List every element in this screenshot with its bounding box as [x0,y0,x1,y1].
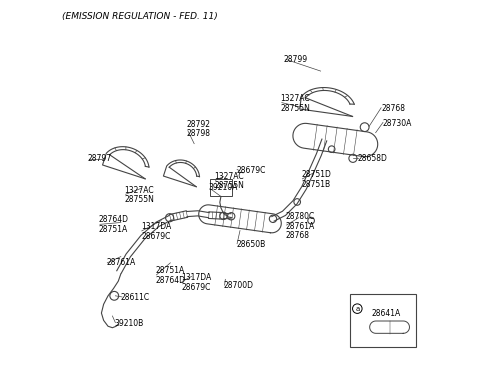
Text: 28751A
28764D: 28751A 28764D [156,266,186,285]
Text: 28700D: 28700D [224,282,253,290]
Bar [210,179,232,197]
Text: 28730A: 28730A [382,119,412,128]
Text: 28650B: 28650B [236,240,265,249]
Text: 28641A: 28641A [371,308,400,318]
Text: 1327AC
28755N: 1327AC 28755N [124,185,155,204]
Text: 1327AC
28755N: 1327AC 28755N [215,172,244,190]
Text: 28768: 28768 [381,105,405,113]
Text: 1317DA
28679C: 1317DA 28679C [141,222,171,241]
Text: 28797: 28797 [88,154,112,163]
Text: 28792
28798: 28792 28798 [187,120,211,138]
Text: 1327AC
28755N: 1327AC 28755N [280,94,310,113]
Text: a: a [355,306,360,312]
Text: 28761A: 28761A [106,258,135,267]
Text: 28751D
28751B: 28751D 28751B [301,170,332,189]
Text: 1317DA
28679C: 1317DA 28679C [181,273,212,291]
Text: (EMISSION REGULATION - FED. 11): (EMISSION REGULATION - FED. 11) [62,12,218,21]
Text: 28799: 28799 [284,55,308,64]
Text: 28658D: 28658D [357,154,387,163]
Text: 28764D
28751A: 28764D 28751A [99,215,129,234]
Text: 39210B: 39210B [115,319,144,328]
Text: 39210A: 39210A [209,183,238,192]
Text: 28679C: 28679C [236,166,266,174]
Text: 28780C
28761A
28768: 28780C 28761A 28768 [286,212,315,240]
Text: 28611C: 28611C [121,293,150,302]
Bar [350,294,416,347]
